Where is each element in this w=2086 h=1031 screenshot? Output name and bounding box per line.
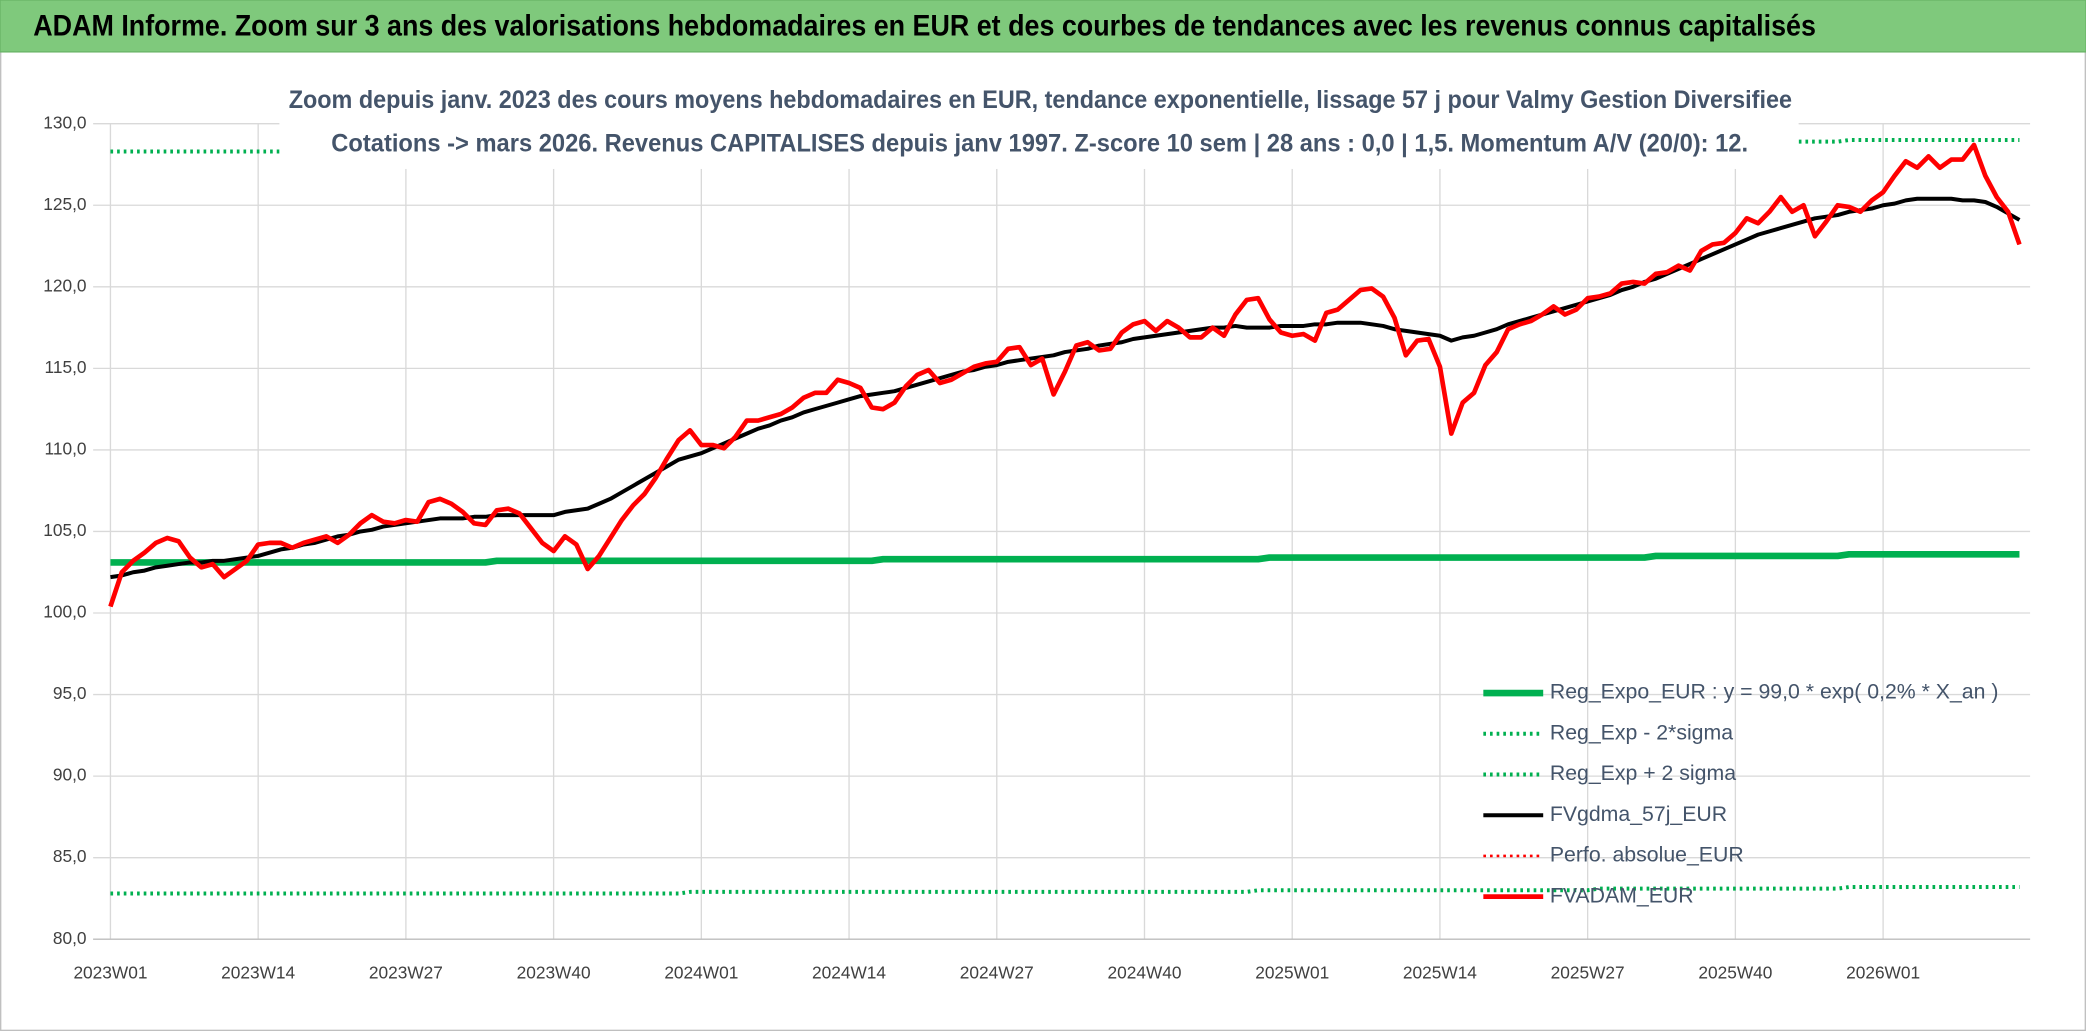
x-tick-label: 2024W01 bbox=[664, 962, 738, 982]
legend-label: FVADAM_EUR bbox=[1550, 883, 1694, 907]
legend-label: Reg_Exp - 2*sigma bbox=[1550, 720, 1733, 744]
chart-subtitle: Cotations -> mars 2026. Revenus CAPITALI… bbox=[331, 130, 1748, 158]
y-tick-label: 110,0 bbox=[45, 438, 87, 458]
legend: Reg_Expo_EUR : y = 99,0 * exp( 0,2% * X_… bbox=[1483, 680, 1999, 907]
title-banner bbox=[0, 0, 2086, 53]
x-tick-label: 2025W01 bbox=[1255, 962, 1329, 982]
x-tick-label: 2023W40 bbox=[517, 962, 591, 982]
legend-label: FVgdma_57j_EUR bbox=[1550, 802, 1727, 826]
series-line bbox=[110, 196, 2021, 580]
y-tick-label: 100,0 bbox=[43, 602, 86, 622]
x-tick-label: 2024W14 bbox=[812, 962, 886, 982]
legend-label: Reg_Exp + 2 sigma bbox=[1550, 761, 1736, 785]
y-tick-label: 80,0 bbox=[53, 928, 87, 948]
x-tick-label: 2025W14 bbox=[1403, 962, 1477, 982]
title-box bbox=[279, 79, 1799, 169]
series-line bbox=[110, 885, 2020, 896]
y-tick-label: 130,0 bbox=[43, 112, 86, 132]
y-tick-label: 85,0 bbox=[53, 846, 87, 866]
x-tick-label: 2025W27 bbox=[1551, 962, 1625, 982]
x-tick-label: 2023W01 bbox=[73, 962, 147, 982]
y-tick-label: 105,0 bbox=[43, 520, 86, 540]
y-tick-label: 120,0 bbox=[43, 275, 86, 295]
page-title: ADAM Informe. Zoom sur 3 ans des valoris… bbox=[33, 11, 1816, 43]
x-tick-label: 2024W27 bbox=[960, 962, 1034, 982]
chart-title: Zoom depuis janv. 2023 des cours moyens … bbox=[289, 86, 1792, 114]
legend-label: Perfo. absolue_EUR bbox=[1550, 843, 1744, 867]
y-tick-label: 115,0 bbox=[45, 357, 87, 377]
series-line bbox=[110, 550, 2020, 566]
plot-area: 80,0 85,0 90,0 95,0 100,0 105,0 110,0 115,0 120,… bbox=[43, 112, 2031, 982]
series-line bbox=[108, 142, 2022, 608]
y-tick-label: 90,0 bbox=[53, 765, 87, 785]
legend-label: Reg_Expo_EUR : y = 99,0 * exp( 0,2% * X_… bbox=[1550, 680, 1999, 704]
x-tick-label: 2024W40 bbox=[1108, 962, 1182, 982]
x-tick-label: 2026W01 bbox=[1846, 962, 1920, 982]
x-tick-label: 2023W27 bbox=[369, 962, 443, 982]
x-tick-label: 2025W40 bbox=[1698, 962, 1772, 982]
y-tick-label: 125,0 bbox=[43, 194, 86, 214]
x-tick-label: 2023W14 bbox=[221, 962, 295, 982]
y-tick-label: 95,0 bbox=[53, 683, 87, 703]
